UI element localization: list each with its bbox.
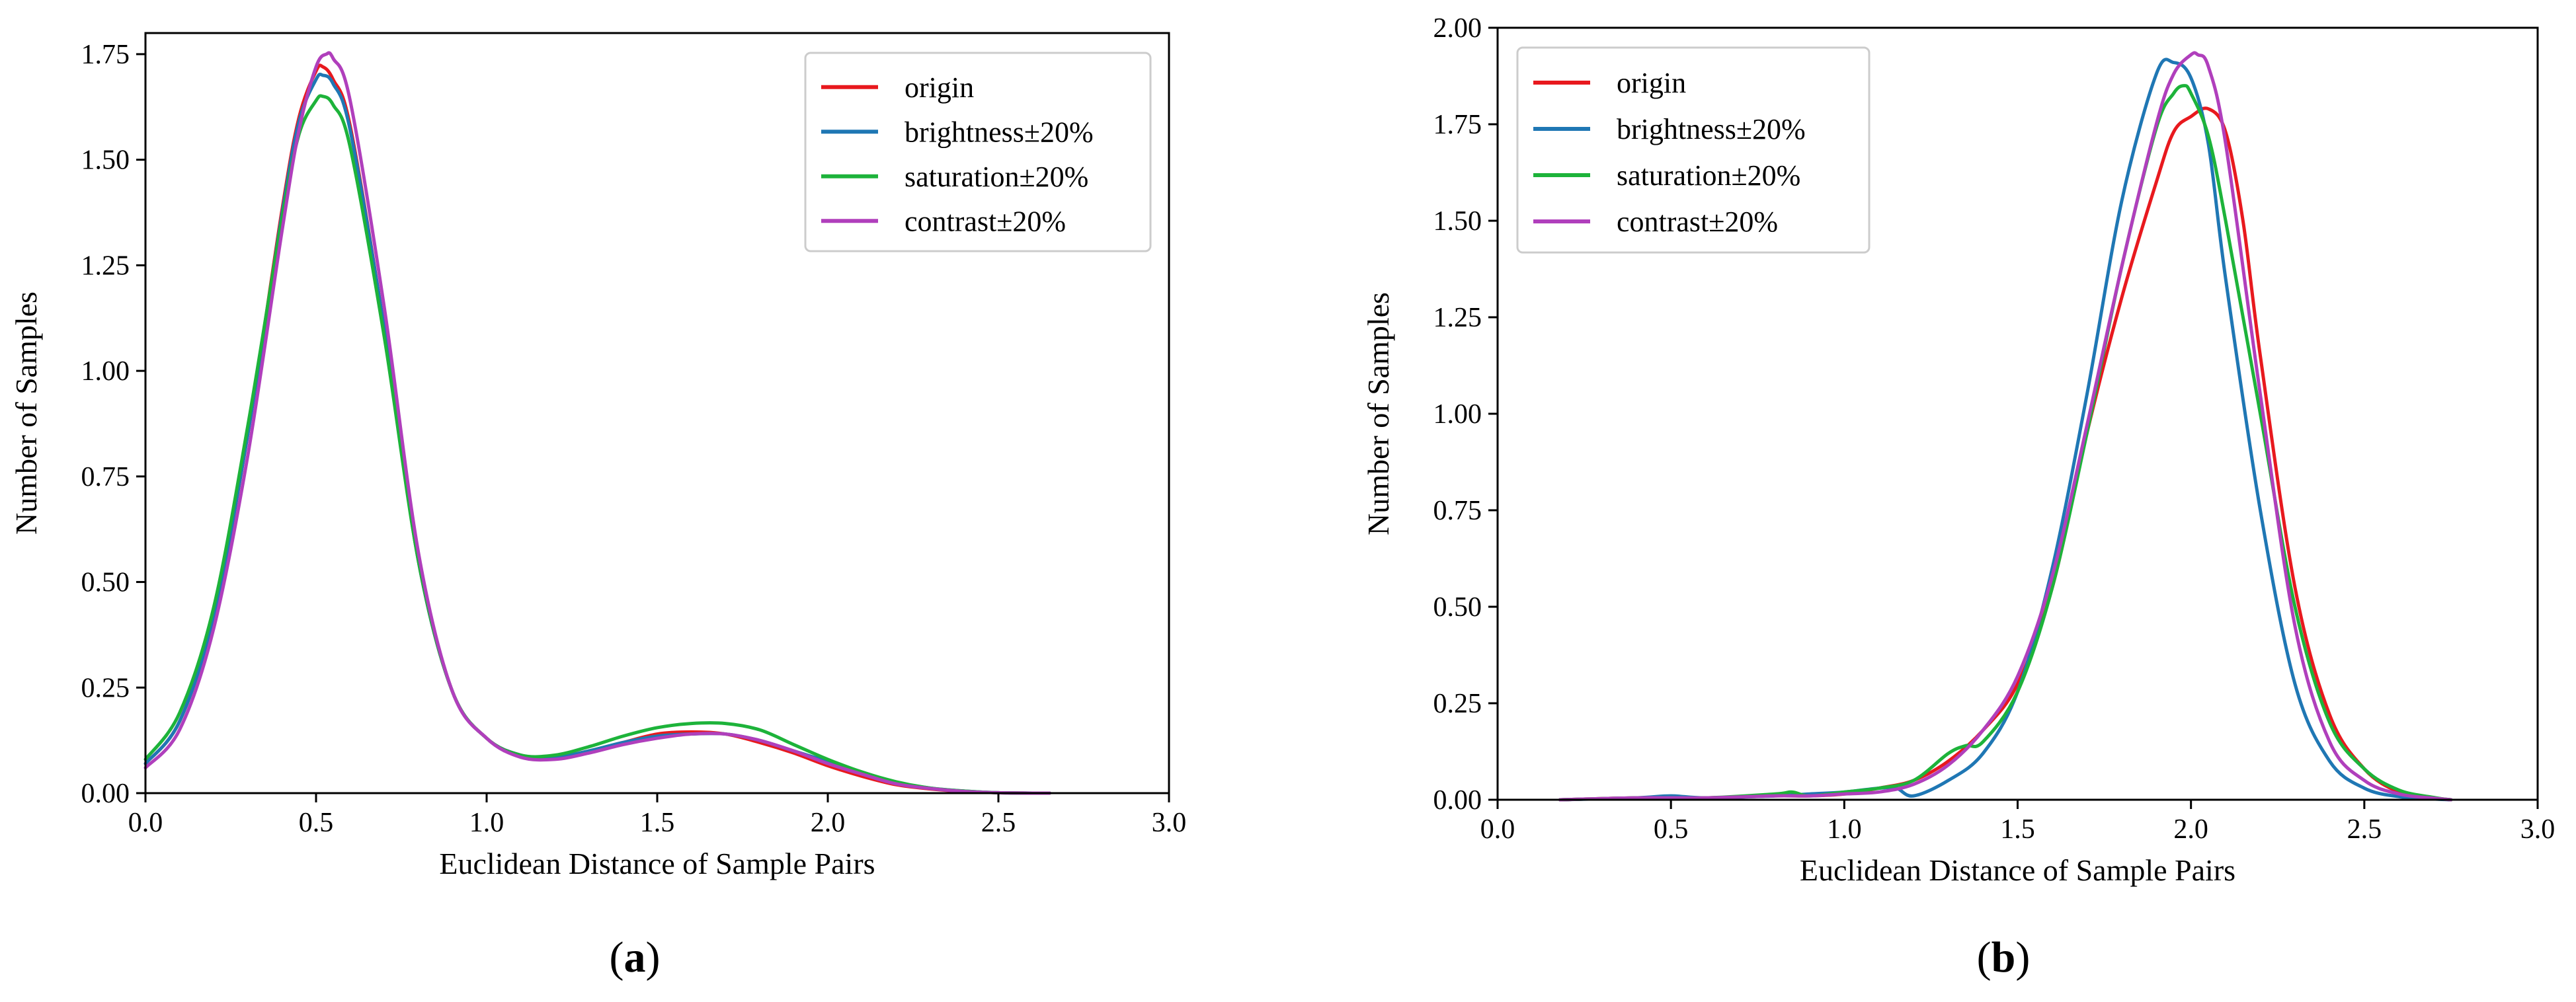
legend-box-b [1516,46,1871,254]
chart-a-panel-label: (a) [610,933,661,982]
chart-panel-a: 0.0 0.5 1.0 1.5 2.0 2.5 3.0 0.00 0.25 0.50 0.75 1.0… [9,32,1187,982]
y-tick-label-b-0: 0.00 [1433,785,1482,816]
x-tick-label-a-3: 1.5 [640,808,675,838]
x-tick-label-a-6: 3.0 [1152,808,1187,838]
x-tick-label-b-0: 0.0 [1480,814,1515,845]
x-tick-label-a-1: 0.5 [299,808,334,838]
y-tick-label-a-7: 1.75 [81,40,130,70]
legend-label-b-4: contrast±20% [1617,206,1778,238]
y-tick-label-a-6: 1.50 [81,145,130,176]
chart-b-ylabel: Number of Samples [1361,292,1395,535]
x-tick-label-b-1: 0.5 [1654,814,1689,845]
y-tick-label-b-3: 0.75 [1433,496,1482,526]
y-tick-label-b-6: 1.50 [1433,206,1482,237]
chart-a-xlabel: Euclidean Distance of Sample Pairs [439,847,875,880]
x-tick-label-b-5: 2.5 [2347,814,2382,845]
x-tick-label-b-2: 1.0 [1827,814,1862,845]
y-tick-label-a-0: 0.00 [81,779,130,809]
legend-label-b-3: saturation±20% [1617,159,1800,192]
y-tick-label-b-1: 0.25 [1433,689,1482,719]
chart-b-xlabel: Euclidean Distance of Sample Pairs [1800,853,2235,887]
y-tick-label-a-4: 1.00 [81,356,130,387]
y-tick-label-a-5: 1.25 [81,251,130,281]
chart-a-plot-area: 0.0 0.5 1.0 1.5 2.0 2.5 3.0 0.00 0.25 0.50 0.75 1.0… [81,32,1187,838]
legend-label-a-4: contrast±20% [905,205,1066,237]
y-tick-label-a-3: 0.75 [81,462,130,492]
chart-a-panel-label-text: (a) [610,933,661,982]
legend-label-a-1: origin [905,71,974,104]
y-tick-label-b-5: 1.25 [1433,303,1482,333]
chart-a-ylabel: Number of Samples [9,291,43,535]
chart-b-panel-label-text: (b) [1977,933,2031,982]
x-tick-label-b-3: 1.5 [2000,814,2035,845]
chart-b-panel-label: (b) [1977,933,2031,982]
y-tick-label-a-1: 0.25 [81,673,130,703]
legend-label-a-3: saturation±20% [905,161,1088,193]
y-tick-label-a-2: 0.50 [81,568,130,598]
chart-panel-b: 0.0 0.5 1.0 1.5 2.0 2.5 3.0 0.00 0.25 0.50 0.75 1.0… [1361,13,2555,982]
chart-b-plot-area: 0.0 0.5 1.0 1.5 2.0 2.5 3.0 0.00 0.25 0.50 0.75 1.0… [1433,13,2556,845]
y-tick-label-b-4: 1.00 [1433,399,1482,430]
x-tick-label-b-4: 2.0 [2173,814,2208,845]
chart-b-legend: origin brightness±20% saturation±20% contra… [1516,46,1871,254]
y-tick-label-b-7: 1.75 [1433,110,1482,140]
y-tick-label-b-2: 0.50 [1433,592,1482,623]
legend-label-a-2: brightness±20% [905,116,1094,148]
y-tick-label-b-8: 2.00 [1433,13,1482,44]
legend-label-b-1: origin [1617,67,1686,99]
x-tick-label-a-2: 1.0 [469,808,504,838]
series-line-b-4 [1558,51,2453,802]
x-tick-label-a-0: 0.0 [128,808,163,838]
series-line-a-4 [143,51,1051,795]
legend-box-a [804,52,1152,252]
chart-a-legend: origin brightness±20% saturation±20% contra… [804,52,1152,252]
series-line-b-2 [1558,58,2453,802]
x-tick-label-a-5: 2.5 [981,808,1016,838]
x-tick-label-b-6: 3.0 [2520,814,2556,845]
x-tick-label-a-4: 2.0 [811,808,846,838]
legend-label-b-2: brightness±20% [1617,113,1806,145]
